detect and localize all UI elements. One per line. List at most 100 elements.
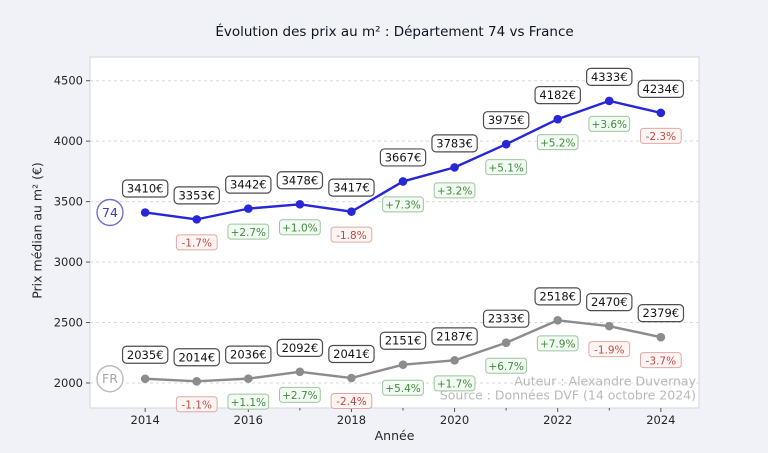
value-label-FR: 2379€ bbox=[643, 306, 680, 320]
x-tick-label: 2014 bbox=[131, 413, 160, 427]
pct-label-box-FR bbox=[485, 357, 528, 374]
pct-label-box-FR bbox=[330, 393, 373, 410]
series-badge-label-74: 74 bbox=[102, 205, 118, 220]
pct-label-box-74 bbox=[330, 226, 373, 243]
pct-label-box-74 bbox=[433, 182, 476, 199]
data-point-FR bbox=[244, 374, 253, 383]
pct-label-FR: +7.9% bbox=[540, 339, 575, 351]
value-label-box-FR bbox=[225, 345, 272, 364]
value-label-box-FR bbox=[276, 338, 324, 357]
value-label-74: 3478€ bbox=[282, 173, 319, 187]
value-label-box-FR bbox=[482, 309, 530, 328]
pct-label-box-FR bbox=[175, 396, 218, 413]
value-label-FR: 2036€ bbox=[230, 348, 267, 362]
pct-label-74: -1.8% bbox=[336, 230, 366, 242]
pct-label-FR: +2.7% bbox=[282, 390, 317, 402]
pct-label-FR: +1.1% bbox=[231, 397, 266, 409]
value-label-74: 3667€ bbox=[385, 150, 422, 164]
value-label-74: 4234€ bbox=[643, 82, 680, 96]
y-tick-label: 3500 bbox=[54, 195, 83, 209]
data-point-FR bbox=[604, 321, 614, 331]
data-point-74 bbox=[347, 207, 356, 216]
watermark-source: Source : Données DVF (14 octobre 2024) bbox=[440, 387, 696, 402]
x-tick-label: 2024 bbox=[646, 413, 675, 427]
pct-label-FR: +1.7% bbox=[437, 379, 472, 391]
value-label-74: 3417€ bbox=[333, 181, 370, 195]
value-label-FR: 2092€ bbox=[282, 341, 319, 355]
pct-label-74: +3.6% bbox=[592, 119, 627, 131]
value-label-box-74 bbox=[328, 178, 375, 197]
x-tick-label: 2018 bbox=[337, 413, 366, 427]
data-point-FR bbox=[553, 316, 563, 325]
value-label-74: 3783€ bbox=[436, 136, 473, 150]
pct-label-box-FR bbox=[536, 335, 579, 352]
pct-label-box-FR bbox=[227, 393, 270, 410]
value-label-box-74 bbox=[225, 175, 272, 194]
pct-label-74: +2.7% bbox=[231, 227, 266, 239]
pct-label-FR: -1.9% bbox=[594, 344, 624, 356]
y-tick-label: 3000 bbox=[54, 255, 83, 269]
pct-label-74: +5.2% bbox=[540, 137, 575, 149]
data-point-FR bbox=[295, 367, 305, 377]
value-label-box-74 bbox=[431, 134, 478, 153]
pct-label-FR: -1.1% bbox=[182, 399, 212, 411]
value-label-FR: 2518€ bbox=[539, 289, 576, 303]
x-axis-label: Année bbox=[374, 428, 415, 443]
pct-label-box-FR bbox=[382, 379, 424, 396]
pct-label-74: -2.3% bbox=[646, 131, 676, 143]
pct-label-74: +7.3% bbox=[385, 200, 420, 212]
y-tick-label: 4500 bbox=[54, 74, 83, 88]
data-point-FR bbox=[140, 374, 150, 384]
value-label-box-74 bbox=[586, 67, 633, 86]
data-point-FR bbox=[192, 376, 202, 386]
pct-label-box-FR bbox=[639, 352, 682, 369]
pct-label-box-FR bbox=[588, 341, 631, 358]
value-label-box-FR bbox=[173, 348, 220, 367]
value-label-box-74 bbox=[173, 186, 220, 205]
value-label-FR: 2035€ bbox=[127, 348, 164, 362]
y-tick-label: 2500 bbox=[54, 316, 83, 330]
data-point-FR bbox=[347, 373, 356, 383]
pct-label-74: +3.2% bbox=[437, 186, 472, 198]
pct-label-box-74 bbox=[382, 196, 424, 213]
value-label-box-74 bbox=[482, 111, 530, 130]
value-label-74: 3975€ bbox=[488, 113, 525, 127]
value-label-box-FR bbox=[121, 345, 169, 364]
value-label-box-FR bbox=[586, 293, 633, 312]
x-tick-label: 2022 bbox=[543, 413, 572, 427]
value-label-FR: 2470€ bbox=[591, 295, 628, 309]
data-point-74 bbox=[140, 208, 150, 217]
x-tick-label: 2020 bbox=[440, 413, 469, 427]
value-label-box-74 bbox=[534, 86, 581, 105]
series-badge-FR bbox=[96, 365, 124, 393]
pct-label-box-74 bbox=[639, 127, 682, 144]
x-tick-label: 2016 bbox=[234, 413, 263, 427]
data-point-74 bbox=[398, 177, 408, 186]
data-point-74 bbox=[450, 163, 459, 172]
pct-label-74: +5.1% bbox=[488, 162, 523, 174]
data-point-74 bbox=[656, 108, 666, 118]
chart-title: Évolution des prix au m² : Département 7… bbox=[215, 24, 574, 40]
data-point-FR bbox=[656, 332, 666, 342]
value-label-box-FR bbox=[379, 331, 427, 350]
value-label-box-FR bbox=[637, 304, 685, 323]
pct-label-74: +1.0% bbox=[282, 222, 317, 234]
data-point-FR bbox=[450, 356, 459, 365]
data-point-74 bbox=[553, 114, 563, 124]
value-label-box-FR bbox=[431, 327, 478, 346]
value-label-box-FR bbox=[328, 344, 375, 364]
value-label-74: 3442€ bbox=[230, 178, 267, 192]
data-point-FR bbox=[501, 338, 511, 348]
pct-label-box-74 bbox=[279, 219, 321, 236]
value-label-74: 4333€ bbox=[591, 70, 628, 84]
pct-label-FR: +6.7% bbox=[488, 361, 523, 373]
y-axis-label: Prix médian au m² (€) bbox=[29, 162, 45, 299]
pct-label-box-74 bbox=[227, 223, 270, 240]
pct-label-box-74 bbox=[588, 115, 631, 132]
pct-label-box-74 bbox=[175, 234, 218, 251]
watermark-author: Auteur : Alexandre Duvernay bbox=[514, 373, 696, 388]
pct-label-box-FR bbox=[279, 386, 321, 403]
value-label-FR: 2014€ bbox=[178, 350, 215, 364]
